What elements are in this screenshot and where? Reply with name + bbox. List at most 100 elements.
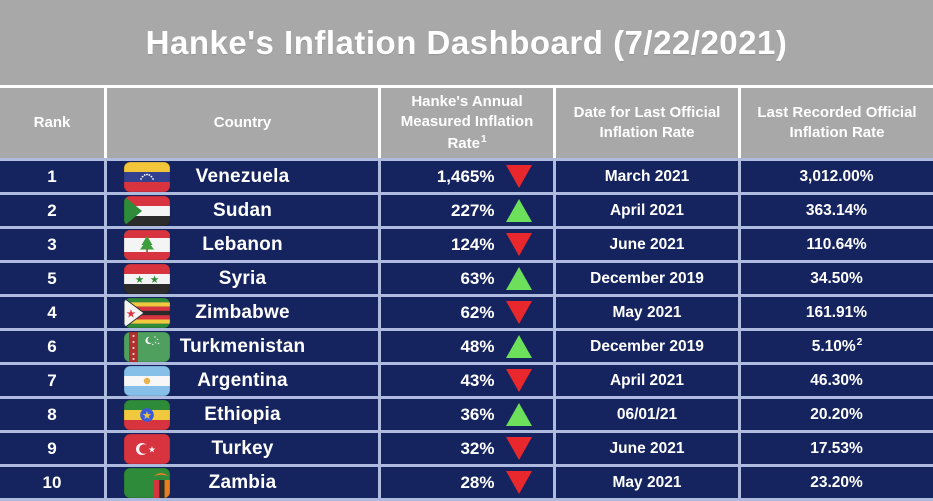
- country-name: Zimbabwe: [195, 301, 290, 323]
- date-last-official-cell: March 2021: [556, 161, 738, 192]
- date-last-official-cell: June 2021: [556, 229, 738, 260]
- date-last-official-cell: April 2021: [556, 195, 738, 226]
- last-official-value: 46.30%: [810, 371, 863, 389]
- last-official-value: 363.14%: [805, 201, 868, 219]
- column-header-label: Last Recorded Official Inflation Rate: [757, 103, 917, 141]
- trend-down-icon: [505, 301, 532, 324]
- measured-rate-cell: 124%: [381, 229, 553, 260]
- country-cell: Lebanon: [107, 229, 378, 260]
- country-cell: Sudan: [107, 195, 378, 226]
- rank-cell: 3: [0, 229, 104, 260]
- column-header-rank: Rank: [0, 88, 104, 158]
- argentina-flag-icon: [124, 365, 170, 396]
- column-header-label: Hanke's Annual Measured Inflation Rate1: [400, 93, 534, 152]
- last-official-value: 20.20%: [810, 405, 863, 423]
- svg-text:★: ★: [150, 274, 159, 284]
- date-last-official-cell: December 2019: [556, 263, 738, 294]
- country-name: Turkey: [211, 437, 274, 459]
- title-bar: Hanke's Inflation Dashboard (7/22/2021): [0, 0, 933, 88]
- column-header-label: Rank: [33, 113, 71, 131]
- column-header-date-last-official: Date for Last Official Inflation Rate: [556, 88, 738, 158]
- column-header-label: Date for Last Official Inflation Rate: [573, 103, 721, 141]
- country-cell: Argentina: [107, 365, 378, 396]
- rate-value: 43%: [460, 370, 495, 390]
- country-cell: ★ Turkey: [107, 433, 378, 464]
- last-official-cell: 17.53%: [741, 433, 933, 464]
- rank-cell: 9: [0, 433, 104, 464]
- zambia-flag-icon: [124, 467, 170, 498]
- measured-rate-cell: 28%: [381, 467, 553, 498]
- table-row: 9 ★ Turkey 32% June 2021 17.53%: [0, 433, 933, 464]
- ethiopia-flag-icon: ★: [124, 399, 170, 430]
- country-cell: ★ Zimbabwe: [107, 297, 378, 328]
- table-row: 8 ★ Ethiopia 36% 06/01/21 20.20%: [0, 399, 933, 430]
- measured-rate-cell: 1,465%: [381, 161, 553, 192]
- date-last-official-cell: May 2021: [556, 467, 738, 498]
- svg-text:★: ★: [143, 410, 152, 421]
- turkey-flag-icon: ★: [124, 433, 170, 464]
- trend-up-icon: [505, 403, 532, 426]
- rank-cell: 5: [0, 263, 104, 294]
- country-cell: Zambia: [107, 467, 378, 498]
- footnote-superscript: 2: [856, 337, 863, 348]
- trend-down-icon: [505, 471, 532, 494]
- trend-down-icon: [505, 369, 532, 392]
- turkmenistan-flag-icon: [124, 331, 170, 362]
- last-official-value: 3,012.00%: [799, 167, 874, 185]
- last-official-cell: 23.20%: [741, 467, 933, 498]
- column-header-country: Country: [107, 88, 378, 158]
- date-last-official-cell: 06/01/21: [556, 399, 738, 430]
- date-last-official-cell: December 2019: [556, 331, 738, 362]
- column-header-label: Country: [213, 113, 272, 131]
- measured-rate-cell: 36%: [381, 399, 553, 430]
- country-name: Argentina: [197, 369, 288, 391]
- rate-value: 36%: [460, 404, 495, 424]
- date-last-official-cell: April 2021: [556, 365, 738, 396]
- svg-text:★: ★: [127, 308, 136, 319]
- last-official-cell: 46.30%: [741, 365, 933, 396]
- trend-up-icon: [505, 267, 532, 290]
- last-official-cell: 5.10% 2: [741, 331, 933, 362]
- measured-rate-cell: 43%: [381, 365, 553, 396]
- measured-rate-cell: 227%: [381, 195, 553, 226]
- measured-rate-cell: 63%: [381, 263, 553, 294]
- country-name: Ethiopia: [204, 403, 281, 425]
- measured-rate-cell: 62%: [381, 297, 553, 328]
- page-title: Hanke's Inflation Dashboard (7/22/2021): [145, 23, 788, 61]
- country-cell: Venezuela: [107, 161, 378, 192]
- sudan-flag-icon: [124, 195, 170, 226]
- table-row: 10 Zambia 28% May 2021 23.20%: [0, 467, 933, 498]
- last-official-cell: 110.64%: [741, 229, 933, 260]
- footnote-superscript: 1: [480, 133, 487, 145]
- lebanon-flag-icon: [124, 229, 170, 260]
- rate-value: 124%: [451, 234, 495, 254]
- rate-value: 62%: [460, 302, 495, 322]
- table-body: 1 Venezuela 1,465% March 2021 3,012.00% 2 Suda…: [0, 158, 933, 498]
- table-row: 1 Venezuela 1,465% March 2021 3,012.00%: [0, 161, 933, 192]
- svg-text:★: ★: [149, 444, 157, 453]
- trend-up-icon: [505, 199, 532, 222]
- rate-value: 32%: [460, 438, 495, 458]
- country-name: Sudan: [212, 199, 273, 221]
- table-row: 6 Turkmenistan 48% December 2019 5.10% 2: [0, 331, 933, 362]
- table-row: 2 Sudan 227% April 2021 363.14%: [0, 195, 933, 226]
- date-last-official-cell: June 2021: [556, 433, 738, 464]
- country-name: Venezuela: [195, 165, 290, 187]
- last-official-cell: 34.50%: [741, 263, 933, 294]
- date-last-official-cell: May 2021: [556, 297, 738, 328]
- rate-value: 63%: [460, 268, 495, 288]
- last-official-value: 34.50%: [810, 269, 863, 287]
- syria-flag-icon: ★ ★: [124, 263, 170, 294]
- table-row: 5 ★ ★ Syria 63% December 2019 34.50%: [0, 263, 933, 294]
- country-name: Turkmenistan: [179, 335, 306, 357]
- column-header-measured-rate: Hanke's Annual Measured Inflation Rate1: [381, 88, 553, 158]
- trend-up-icon: [505, 335, 532, 358]
- table-row: 7 Argentina 43% April 2021 46.30%: [0, 365, 933, 396]
- country-name: Zambia: [208, 471, 277, 493]
- zimbabwe-flag-icon: ★: [124, 297, 170, 328]
- last-official-cell: 3,012.00%: [741, 161, 933, 192]
- last-official-cell: 20.20%: [741, 399, 933, 430]
- last-official-value: 23.20%: [810, 473, 863, 491]
- country-cell: ★ Ethiopia: [107, 399, 378, 430]
